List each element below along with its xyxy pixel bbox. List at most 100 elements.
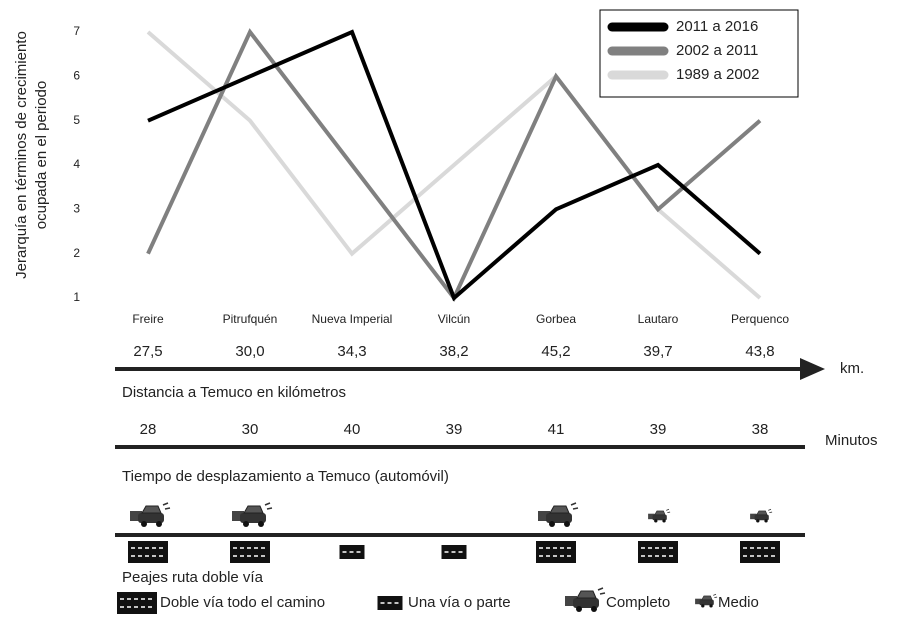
car-roof: [141, 505, 162, 514]
car-body: [699, 599, 714, 606]
time-label: 39: [446, 421, 463, 438]
car-back: [565, 596, 577, 606]
car-roof: [701, 595, 713, 601]
car-wheel: [576, 606, 582, 612]
traffic-icon: [695, 593, 718, 608]
y-tick-label: 7: [73, 24, 80, 38]
car-wheel: [141, 521, 147, 527]
y-axis-label: Jerarquía en términos de crecimiento: [13, 31, 30, 279]
car-lines: [597, 587, 606, 595]
legend-label: 1989 a 2002: [676, 66, 759, 83]
car-body: [754, 514, 769, 521]
x-tick-label: Perquenco: [731, 312, 789, 326]
distance-label: 45,2: [541, 343, 570, 360]
car-wheel: [591, 606, 597, 612]
toll-road-icon: [117, 592, 157, 614]
x-tick-label: Pitrufquén: [223, 312, 278, 326]
time-label: 28: [140, 421, 157, 438]
car-lines: [713, 593, 718, 599]
x-tick-label: Lautaro: [638, 312, 679, 326]
y-tick-label: 3: [73, 202, 80, 216]
legend-label: 2002 a 2011: [676, 42, 758, 59]
traffic-icon: [750, 508, 773, 523]
traffic-legend-label: Medio: [718, 594, 759, 611]
car-back: [695, 598, 702, 605]
toll-road-icon: [536, 541, 576, 563]
car-roof: [654, 510, 666, 516]
car-wheel: [654, 519, 658, 523]
car-wheel: [701, 604, 705, 608]
car-lines: [162, 502, 171, 510]
distance-label: 38,2: [439, 343, 468, 360]
car-wheel: [564, 521, 570, 527]
distance-label: 27,5: [133, 343, 162, 360]
car-roof: [756, 510, 768, 516]
x-tick-label: Vilcún: [438, 312, 470, 326]
distance-label: 43,8: [745, 343, 774, 360]
car-back: [538, 511, 550, 521]
car-wheel: [549, 521, 555, 527]
car-body: [652, 514, 667, 521]
x-tick-label: Freire: [132, 312, 164, 326]
x-tick-label: Gorbea: [536, 312, 576, 326]
toll-legend-label: Una vía o parte: [408, 594, 511, 611]
y-tick-label: 1: [73, 290, 80, 304]
y-axis-label: ocupada en el periodo: [33, 81, 50, 229]
time-label: 40: [344, 421, 361, 438]
y-tick-label: 2: [73, 246, 80, 260]
car-back: [648, 513, 655, 520]
toll-legend-label: Doble vía todo el camino: [160, 594, 325, 611]
traffic-icon: [565, 587, 606, 612]
toll-caption: Peajes ruta doble vía: [122, 569, 264, 586]
traffic-icon: [130, 502, 171, 527]
time-caption: Tiempo de desplazamiento a Temuco (autom…: [122, 468, 449, 485]
car-lines: [264, 502, 273, 510]
toll-road-icon: [230, 541, 270, 563]
car-lines: [666, 508, 671, 514]
y-tick-label: 5: [73, 113, 80, 127]
car-wheel: [156, 521, 162, 527]
car-roof: [243, 505, 264, 514]
car-back: [232, 511, 244, 521]
time-label: 41: [548, 421, 565, 438]
car-body: [240, 513, 266, 523]
time-unit: Minutos: [825, 432, 878, 449]
time-label: 38: [752, 421, 769, 438]
toll-road-icon: [638, 541, 678, 563]
car-back: [750, 513, 757, 520]
x-tick-label: Nueva Imperial: [312, 312, 393, 326]
car-lines: [768, 508, 773, 514]
car-wheel: [243, 521, 249, 527]
traffic-icon: [648, 508, 671, 523]
distance-label: 39,7: [643, 343, 672, 360]
arrow-head: [800, 358, 825, 380]
y-tick-label: 4: [73, 157, 80, 171]
toll-road-icon: [740, 541, 780, 563]
series-line: [147, 29, 762, 302]
traffic-icon: [538, 502, 579, 527]
distance-label: 34,3: [337, 343, 366, 360]
car-wheel: [258, 521, 264, 527]
car-body: [138, 513, 164, 523]
car-wheel: [764, 519, 768, 523]
car-body: [546, 513, 572, 523]
toll-road-icon: [128, 541, 168, 563]
distance-unit: km.: [840, 360, 864, 377]
car-lines: [570, 502, 579, 510]
y-tick-label: 6: [73, 69, 80, 83]
car-wheel: [756, 519, 760, 523]
time-label: 30: [242, 421, 259, 438]
traffic-icon: [232, 502, 273, 527]
car-body: [573, 598, 599, 608]
time-label: 39: [650, 421, 667, 438]
distance-caption: Distancia a Temuco en kilómetros: [122, 384, 346, 401]
car-roof: [576, 590, 597, 599]
car-wheel: [709, 604, 713, 608]
traffic-legend-label: Completo: [606, 594, 670, 611]
car-wheel: [662, 519, 666, 523]
car-back: [130, 511, 142, 521]
legend-label: 2011 a 2016: [676, 18, 758, 35]
car-roof: [549, 505, 570, 514]
distance-label: 30,0: [235, 343, 264, 360]
